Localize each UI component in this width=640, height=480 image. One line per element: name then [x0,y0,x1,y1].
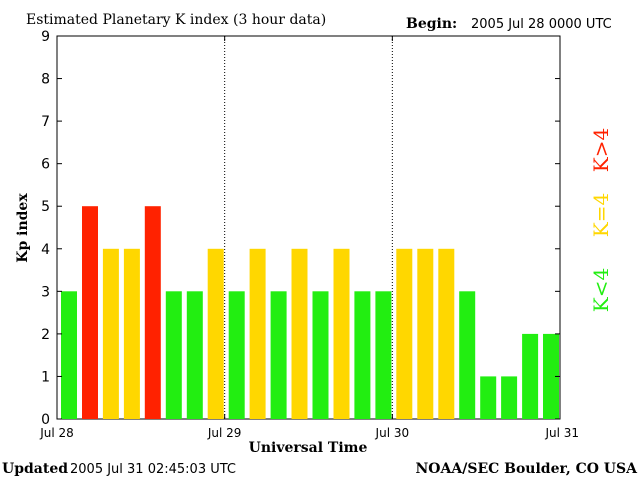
y-axis-label: Kp index [15,193,31,263]
plot-area: 0 1 2 3 4 5 6 7 8 9 Jul 28 Jul 29 Jul 30 Jul 31 [39,29,579,440]
x-axis-ticks: Jul 28 Jul 29 Jul 30 Jul 31 [39,36,579,440]
updated-label: Updated [2,461,68,477]
bar-9 [249,248,266,419]
bar-6 [186,291,203,419]
bar-12 [312,291,329,419]
legend: K>4 K=4 K<4 [589,128,613,312]
y-tick-label: 8 [41,72,50,88]
legend-item-equal: K=4 [589,193,613,237]
bar-15 [375,291,392,419]
begin-label: Begin: [406,16,457,32]
y-tick-label: 5 [41,199,50,215]
bar-11 [291,248,308,419]
chart-title: Estimated Planetary K index (3 hour data… [26,12,326,28]
source-credit: NOAA/SEC Boulder, CO USA [416,461,639,477]
x-axis-label: Universal Time [249,440,368,456]
x-tick-label: Jul 31 [544,426,579,440]
bar-18 [438,248,455,419]
bar-17 [417,248,434,419]
updated-value: 2005 Jul 31 02:45:03 UTC [70,462,236,477]
bar-7 [207,248,224,419]
x-tick-label: Jul 30 [375,426,410,440]
day-dividers [224,36,393,419]
plot-frame [56,35,561,420]
bar-13 [333,248,350,419]
y-axis-ticks: 0 1 2 3 4 5 6 7 8 9 [41,29,560,428]
legend-item-high: K>4 [589,128,613,172]
bar-23 [543,333,559,419]
bar-1 [82,206,98,419]
y-tick-label: 4 [41,242,50,258]
bar-8 [228,291,245,419]
bar-21 [501,376,518,419]
y-tick-label: 2 [41,327,50,343]
y-tick-label: 0 [41,412,50,428]
bar-3 [123,248,140,419]
bar-2 [102,248,119,419]
bar-19 [459,291,476,419]
y-tick-label: 7 [41,114,50,130]
y-tick-label: 3 [41,284,50,300]
y-tick-label: 6 [41,157,50,173]
x-tick-label: Jul 29 [207,426,242,440]
bar-16 [396,248,413,419]
bar-5 [165,291,182,419]
y-tick-label: 1 [41,369,50,385]
bar-4 [144,206,161,419]
y-tick-label: 9 [41,29,50,45]
bar-22 [522,333,539,419]
x-tick-label: Jul 28 [39,426,74,440]
legend-item-low: K<4 [589,268,613,312]
bar-20 [480,376,497,419]
bars-group [61,206,559,419]
bar-14 [354,291,371,419]
bar-0 [61,291,77,419]
bar-10 [270,291,287,419]
begin-value: 2005 Jul 28 0000 UTC [471,17,612,32]
